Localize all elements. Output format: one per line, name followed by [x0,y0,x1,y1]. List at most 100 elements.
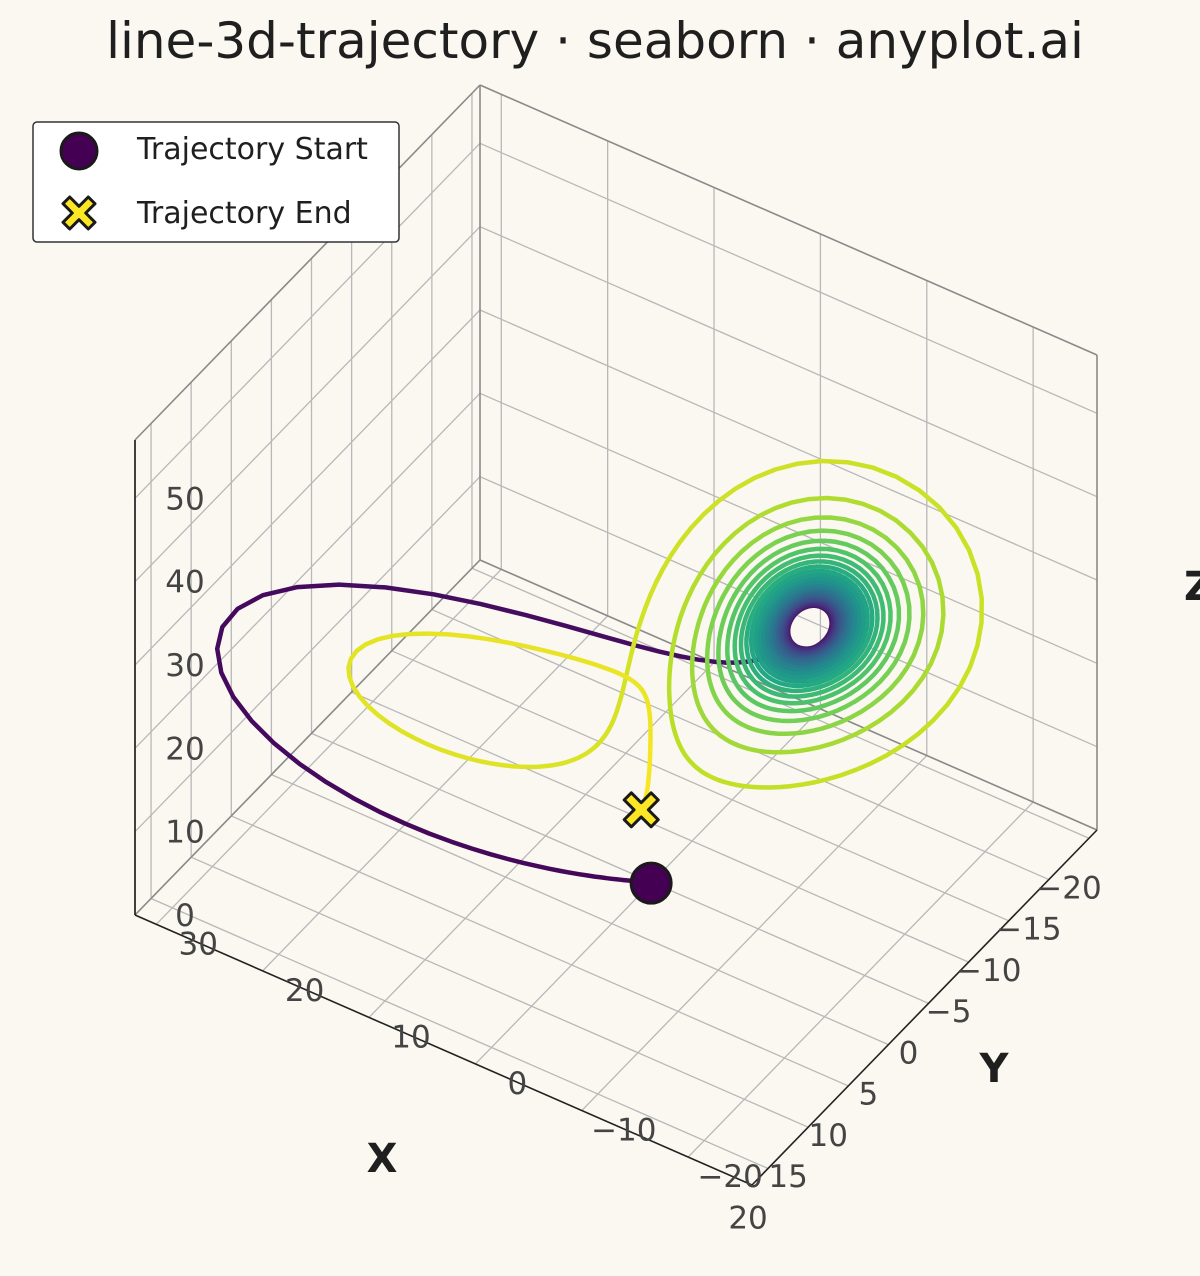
x-tick-label: −10 [956,953,1021,989]
trajectory-segment [666,665,678,737]
trajectory-segment [725,633,748,698]
trajectory-segment [774,585,824,614]
trajectory-segment [819,585,853,627]
x-tick-label: −20 [1036,870,1101,906]
legend-start-marker [59,131,99,171]
grid-line [134,392,481,749]
trajectory-segment [716,593,737,678]
trajectory-segment [568,870,635,884]
grid-line [351,691,969,963]
grid-line [134,142,481,499]
trajectory-segment [744,575,786,642]
trajectory-segment [837,572,870,643]
trajectory-markers [622,791,673,905]
trajectory-segment [592,691,625,750]
trajectory-segment [753,610,765,666]
trajectory-segment [764,644,799,673]
grid-line [368,661,715,1018]
trajectory-segment [842,557,886,648]
trajectory-segment [763,598,784,649]
grid-line [391,650,1010,922]
trajectory-segment [829,608,880,685]
y-axis-line [134,914,753,1186]
trajectory-segment [707,722,776,755]
pane-edge [134,84,481,441]
trajectory-segment [619,580,659,696]
grid-line [687,801,1034,1158]
trajectory-segment [610,668,651,709]
trajectory-segment [778,582,836,604]
trajectory-segment [748,593,771,656]
trajectory-segment [769,618,783,659]
trajectory-segment [734,659,777,704]
x-tick-label: 5 [859,1077,879,1113]
trajectory-segment [786,579,849,596]
end-marker [622,791,660,829]
x-tick-label: −15 [996,912,1061,948]
trajectory-segment [844,459,984,690]
trajectory-segment [851,581,893,685]
trajectory-segment [804,638,865,684]
trajectory-segment [732,588,757,665]
grid-line [479,392,1098,664]
trajectory-segment [852,579,912,704]
trajectory-segment [704,633,722,707]
grid-line [150,897,769,1170]
trajectory-segment [773,528,906,585]
legend-box [32,121,400,243]
trajectory-segment [766,609,779,655]
trajectory-segment [653,458,850,585]
trajectory-segment [766,568,842,598]
legend-end-label: Trajectory End [136,196,352,231]
trajectory-segment [805,634,853,670]
z-tick-label: 40 [165,565,204,601]
trajectory-segment [752,553,847,594]
grid-line [134,476,481,833]
start-marker [629,861,673,905]
x-tick-label: −5 [926,994,972,1030]
trajectory-segment [738,615,754,680]
trajectory-segment [518,745,597,770]
grid-line [134,226,481,583]
trajectory-segment [426,631,615,673]
grid-line [479,226,1098,498]
trajectory-segment [645,745,653,786]
trajectory-segment [798,576,860,607]
trajectory-segment [778,546,885,587]
axis-grid [134,84,1098,1186]
x-tick-label: 20 [728,1200,767,1236]
trajectory-segment [750,651,791,688]
legend-end-marker [61,195,97,231]
z-axis-label: Z [1184,564,1200,610]
trajectory-segment [742,692,814,714]
axis-ticks: −20−15−10−505101520−20−10010203001020304… [165,481,1101,1236]
trajectory-segment [717,702,781,736]
trajectory-segment [766,680,835,694]
trajectory-segment [785,660,855,689]
trajectory-segment [667,551,718,671]
chart-title: line-3d-trajectory · seaborn · anyplot.a… [106,12,1084,70]
z-tick-label: 30 [165,648,204,684]
pane-edge [479,84,1098,356]
legend-start-label: Trajectory Start [136,132,368,167]
trajectory-segment [760,588,792,641]
trajectory-segment [718,673,765,720]
legend: Trajectory Start Trajectory End [32,121,400,243]
trajectory-segment [770,650,811,671]
grid-line [479,309,1098,581]
grid-line [190,856,809,1128]
trajectory-segment [780,564,864,589]
trajectory-segment [759,661,809,684]
trajectory-segment [831,586,856,639]
trajectory-line [214,458,984,886]
trajectory-segment [770,666,826,680]
trajectory-segment [833,539,902,643]
trajectory-segment [758,579,804,629]
trajectory-segment [815,622,853,665]
trajectory-segment [815,572,866,623]
y-tick-label: 10 [391,1019,430,1055]
trajectory-segment [782,659,839,677]
z-tick-label: 50 [165,481,204,517]
trajectory-segment [743,560,811,621]
